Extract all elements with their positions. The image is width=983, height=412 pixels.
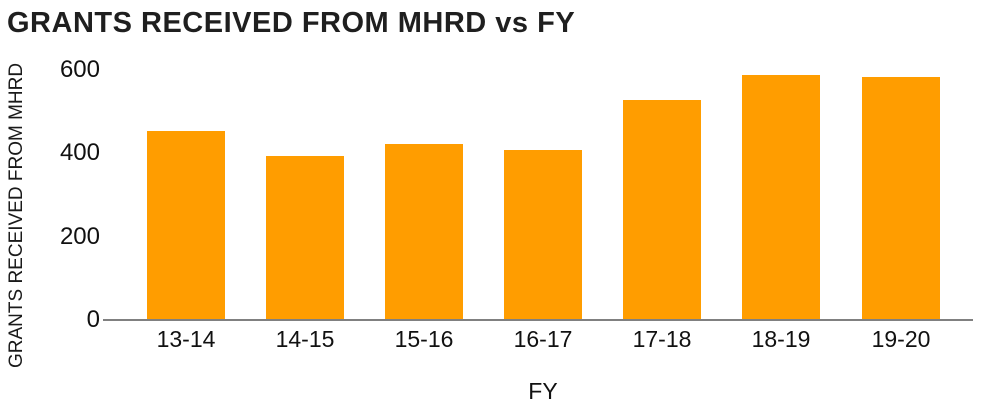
y-tick-label-600: 600 xyxy=(59,56,100,83)
x-tick-label-19-20: 19-20 xyxy=(871,326,931,352)
x-tick-label-14-15: 14-15 xyxy=(275,326,335,352)
bar-16-17 xyxy=(504,150,582,319)
y-tick-label-0: 0 xyxy=(86,306,100,333)
bar-18-19 xyxy=(742,75,820,319)
bar-15-16 xyxy=(385,144,463,319)
y-tick-label-400: 400 xyxy=(59,139,100,166)
bar-14-15 xyxy=(266,156,344,319)
x-tick-label-13-14: 13-14 xyxy=(156,326,216,352)
x-tick-label-17-18: 17-18 xyxy=(632,326,692,352)
x-axis-title: FY xyxy=(528,378,558,404)
chart-title: GRANTS RECEIVED FROM MHRD vs FY xyxy=(7,7,576,39)
x-tick-label-16-17: 16-17 xyxy=(513,326,573,352)
bar-19-20 xyxy=(862,77,940,319)
y-tick-label-200: 200 xyxy=(59,223,100,250)
x-axis-line xyxy=(103,319,973,321)
y-axis-title: GRANTS RECEIVED FROM MHRD xyxy=(6,62,27,368)
x-tick-label-18-19: 18-19 xyxy=(751,326,811,352)
bar-17-18 xyxy=(623,100,701,319)
bar-13-14 xyxy=(147,131,225,319)
x-tick-label-15-16: 15-16 xyxy=(394,326,454,352)
